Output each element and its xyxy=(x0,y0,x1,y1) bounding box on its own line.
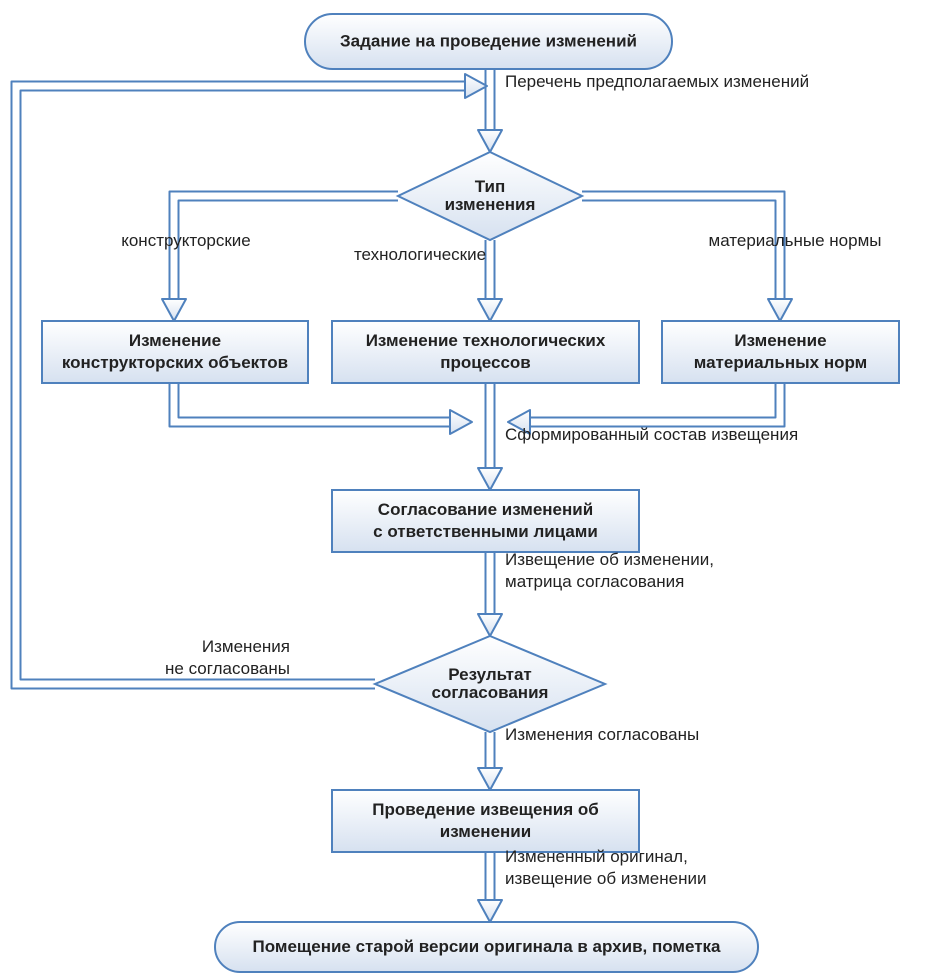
lbl-nesogl: Измененияне согласованы xyxy=(165,637,290,678)
lbl-sogl: Изменения согласованы xyxy=(505,725,699,744)
node-proc1 xyxy=(42,321,308,383)
lbl-konstr: конструкторские xyxy=(121,231,251,250)
lbl-izv: Извещение об изменении,матрица согласова… xyxy=(505,550,714,591)
proc3-merge xyxy=(530,383,776,418)
lbl-mater: материальные нормы xyxy=(709,231,882,250)
lbl-list: Перечень предполагаемых изменений xyxy=(505,72,809,91)
lbl-sostav: Сформированный состав извещения xyxy=(505,425,798,444)
node-proc4 xyxy=(332,490,639,552)
svg-text:Результатсогласования: Результатсогласования xyxy=(432,665,549,702)
node-proc5 xyxy=(332,790,639,852)
node-proc2 xyxy=(332,321,639,383)
lbl-orig: Измененный оригинал,извещение об изменен… xyxy=(505,847,706,888)
feedback-loop xyxy=(21,91,466,680)
svg-text:Задание на проведение изменени: Задание на проведение изменений xyxy=(340,32,637,51)
node-proc3 xyxy=(662,321,899,383)
svg-text:Помещение старой версии оригин: Помещение старой версии оригинала в архи… xyxy=(253,937,722,956)
lbl-techno: технологические xyxy=(354,245,486,264)
